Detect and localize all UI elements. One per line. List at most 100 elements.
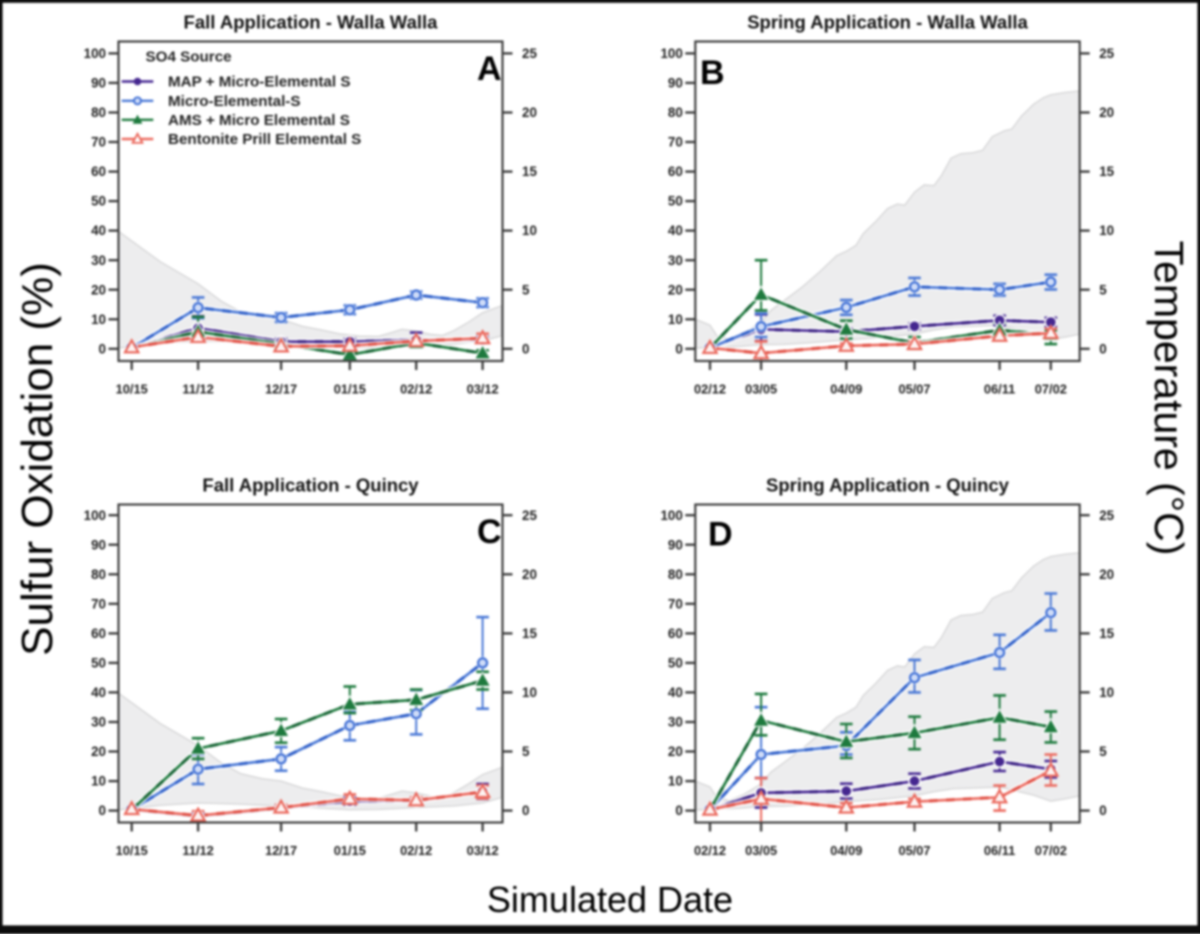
svg-text:Sulfur Oxidation (%): Sulfur Oxidation (%) — [13, 262, 62, 656]
svg-text:10/15: 10/15 — [116, 843, 148, 858]
svg-text:25: 25 — [1099, 508, 1114, 523]
svg-text:0: 0 — [1099, 803, 1106, 818]
svg-text:20: 20 — [522, 105, 537, 120]
svg-text:100: 100 — [84, 46, 106, 61]
svg-text:SO4 Source: SO4 Source — [146, 49, 232, 66]
svg-text:Fall Application - Quincy: Fall Application - Quincy — [202, 475, 419, 496]
svg-text:02/12: 02/12 — [694, 843, 726, 858]
svg-text:100: 100 — [660, 508, 682, 523]
svg-text:11/12: 11/12 — [182, 843, 213, 858]
svg-text:0: 0 — [522, 341, 529, 356]
svg-text:Simulated Date: Simulated Date — [487, 879, 733, 920]
svg-text:0: 0 — [1099, 341, 1106, 356]
svg-text:0: 0 — [675, 803, 682, 818]
svg-text:15: 15 — [522, 164, 537, 179]
svg-text:10: 10 — [1099, 223, 1114, 238]
svg-text:01/15: 01/15 — [334, 843, 366, 858]
svg-text:25: 25 — [522, 46, 537, 61]
svg-text:12/17: 12/17 — [265, 843, 297, 858]
svg-text:02/12: 02/12 — [400, 843, 432, 858]
svg-text:40: 40 — [91, 685, 106, 700]
svg-text:03/12: 03/12 — [467, 382, 499, 397]
svg-text:80: 80 — [668, 105, 683, 120]
svg-text:B: B — [700, 54, 725, 92]
svg-text:70: 70 — [91, 596, 106, 611]
svg-text:15: 15 — [1099, 164, 1114, 179]
svg-text:02/12: 02/12 — [400, 382, 432, 397]
svg-text:02/12: 02/12 — [694, 382, 726, 397]
svg-text:AMS + Micro Elemental S: AMS + Micro Elemental S — [168, 112, 350, 129]
svg-text:03/05: 03/05 — [745, 843, 777, 858]
svg-text:30: 30 — [91, 715, 106, 730]
svg-text:C: C — [477, 513, 502, 551]
svg-text:Micro-Elemental-S: Micro-Elemental-S — [168, 93, 301, 110]
svg-text:10: 10 — [1099, 685, 1114, 700]
svg-text:10/15: 10/15 — [116, 382, 148, 397]
svg-text:06/11: 06/11 — [984, 843, 1015, 858]
svg-text:11/12: 11/12 — [182, 382, 213, 397]
svg-text:A: A — [477, 50, 502, 88]
svg-text:20: 20 — [1099, 105, 1114, 120]
svg-text:0: 0 — [675, 341, 682, 356]
svg-text:25: 25 — [522, 508, 537, 523]
svg-text:0: 0 — [99, 803, 106, 818]
svg-text:5: 5 — [522, 282, 530, 297]
svg-text:20: 20 — [91, 282, 106, 297]
svg-text:5: 5 — [1099, 282, 1107, 297]
svg-text:60: 60 — [668, 164, 683, 179]
svg-text:04/09: 04/09 — [830, 843, 862, 858]
svg-text:70: 70 — [668, 135, 683, 150]
svg-text:05/07: 05/07 — [898, 382, 930, 397]
svg-text:50: 50 — [668, 656, 683, 671]
svg-text:0: 0 — [99, 341, 106, 356]
svg-text:5: 5 — [1099, 744, 1107, 759]
svg-text:90: 90 — [668, 537, 683, 552]
svg-text:30: 30 — [668, 715, 683, 730]
svg-text:20: 20 — [91, 744, 106, 759]
svg-text:10: 10 — [668, 774, 683, 789]
svg-text:5: 5 — [522, 744, 530, 759]
svg-text:30: 30 — [91, 253, 106, 268]
svg-text:Spring Application - Quincy: Spring Application - Quincy — [766, 475, 1010, 496]
svg-text:MAP + Micro-Elemental S: MAP + Micro-Elemental S — [168, 74, 350, 91]
svg-text:06/11: 06/11 — [984, 382, 1015, 397]
svg-text:50: 50 — [668, 194, 683, 209]
svg-text:Temperature (°C): Temperature (°C) — [1146, 241, 1192, 556]
svg-text:40: 40 — [668, 223, 683, 238]
svg-text:10: 10 — [91, 774, 106, 789]
svg-text:Spring Application - Walla Wal: Spring Application - Walla Walla — [747, 12, 1028, 33]
svg-text:90: 90 — [91, 76, 106, 91]
svg-text:12/17: 12/17 — [265, 382, 297, 397]
svg-text:D: D — [708, 516, 733, 554]
svg-text:10: 10 — [522, 223, 537, 238]
svg-text:60: 60 — [668, 626, 683, 641]
svg-text:40: 40 — [668, 685, 683, 700]
svg-text:10: 10 — [668, 312, 683, 327]
svg-text:60: 60 — [91, 164, 106, 179]
svg-text:20: 20 — [668, 282, 683, 297]
svg-text:80: 80 — [91, 105, 106, 120]
svg-text:70: 70 — [91, 135, 106, 150]
svg-text:03/05: 03/05 — [745, 382, 777, 397]
svg-text:20: 20 — [522, 567, 537, 582]
svg-text:80: 80 — [668, 567, 683, 582]
svg-text:90: 90 — [668, 76, 683, 91]
svg-text:15: 15 — [522, 626, 537, 641]
svg-text:60: 60 — [91, 626, 106, 641]
svg-text:100: 100 — [660, 46, 682, 61]
svg-text:05/07: 05/07 — [898, 843, 930, 858]
svg-text:30: 30 — [668, 253, 683, 268]
svg-text:20: 20 — [668, 744, 683, 759]
svg-text:0: 0 — [522, 803, 529, 818]
svg-text:25: 25 — [1099, 46, 1114, 61]
svg-text:40: 40 — [91, 223, 106, 238]
svg-text:90: 90 — [91, 537, 106, 552]
svg-text:Fall Application - Walla Walla: Fall Application - Walla Walla — [184, 12, 439, 33]
svg-text:15: 15 — [1099, 626, 1114, 641]
svg-text:20: 20 — [1099, 567, 1114, 582]
svg-text:04/09: 04/09 — [830, 382, 862, 397]
svg-text:10: 10 — [522, 685, 537, 700]
svg-text:07/02: 07/02 — [1035, 843, 1067, 858]
svg-text:100: 100 — [84, 508, 106, 523]
svg-text:50: 50 — [91, 194, 106, 209]
